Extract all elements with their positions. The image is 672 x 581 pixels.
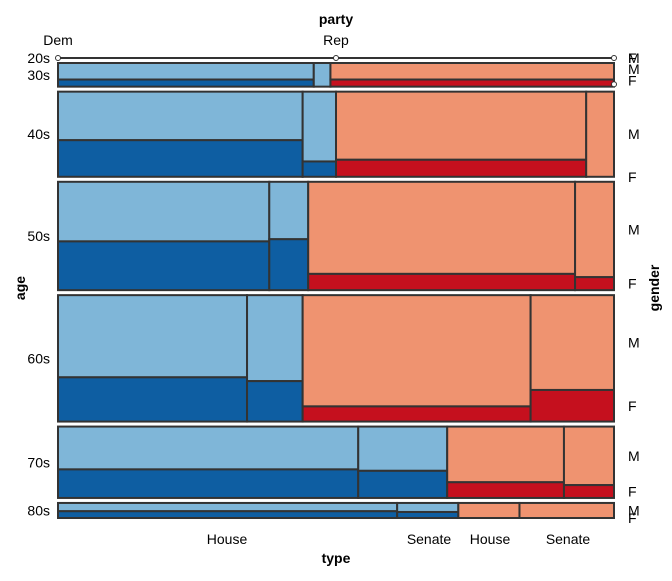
age-tick-70s: 70s <box>27 454 50 470</box>
axis-labels: party type age gender <box>12 11 662 566</box>
tile-40s-dem-house-m <box>57 90 304 142</box>
gender-axis-title: gender <box>646 264 662 311</box>
tile-80s-dem-senate-m <box>396 501 460 513</box>
tile-60s-dem-house-f <box>57 376 249 423</box>
tile-30s-rep-house-m <box>329 62 615 81</box>
tile-60s-rep-senate-m <box>529 294 615 391</box>
tile-50s-rep-senate-f <box>574 276 616 292</box>
party-tick-dem: Dem <box>43 32 73 48</box>
gender-tick-50s-m: M <box>628 221 640 237</box>
tile-50s-rep-house-m <box>307 180 577 275</box>
zero-marker <box>333 55 339 61</box>
tile-30s-rep-house-f <box>329 78 615 88</box>
type-axis-title: type <box>322 550 351 566</box>
tile-50s-rep-senate-m <box>574 180 616 279</box>
tile-30s-dem-house-f <box>57 78 315 88</box>
tile-60s-rep-house-f <box>301 405 532 423</box>
tile-70s-rep-senate-m <box>562 425 616 487</box>
tile-60s-dem-house-m <box>57 294 249 379</box>
tile-50s-dem-senate-m <box>268 180 310 241</box>
gender-tick-20s-m: M <box>628 50 640 66</box>
age-tick-20s: 20s <box>27 50 50 66</box>
party-tick-rep: Rep <box>323 32 349 48</box>
zero-markers <box>55 55 617 88</box>
tile-70s-rep-house-m <box>446 425 565 484</box>
gender-tick-60s-f: F <box>628 398 637 414</box>
gender-tick-20s-f: F <box>628 50 637 66</box>
tile-70s-dem-senate-m <box>357 425 449 472</box>
gender-tick-50s-f: F <box>628 276 637 292</box>
gender-tick-30s-f: F <box>628 73 637 89</box>
tile-80s-dem-senate-f <box>396 510 460 520</box>
gender-tick-60s-m: M <box>628 335 640 351</box>
zero-marker <box>55 55 61 61</box>
age-tick-40s: 40s <box>27 126 50 142</box>
tile-40s-rep-house-m <box>335 90 588 161</box>
tile-70s-dem-house-m <box>57 425 360 471</box>
type-tick-3: Senate <box>546 531 591 547</box>
tile-70s-dem-house-f <box>57 468 360 499</box>
tile-30s-dem-house-m <box>57 62 315 81</box>
zero-marker <box>611 55 617 61</box>
tile-50s-rep-house-f <box>307 272 577 292</box>
gender-tick-70s-f: F <box>628 484 637 500</box>
tile-60s-dem-senate-f <box>246 380 304 423</box>
tile-60s-rep-senate-f <box>529 388 615 423</box>
tile-40s-rep-house-f <box>335 158 588 178</box>
age-tick-50s: 50s <box>27 228 50 244</box>
tile-40s-dem-house-f <box>57 139 304 178</box>
type-tick-1: Senate <box>407 531 452 547</box>
gender-tick-40s-m: M <box>628 126 640 142</box>
tile-50s-dem-house-m <box>57 180 271 243</box>
type-tick-0: House <box>207 531 248 547</box>
gender-tick-80s-m: M <box>628 502 640 518</box>
tile-40s-rep-senate-m <box>585 90 616 178</box>
mosaic-tiles <box>57 57 616 520</box>
tile-40s-dem-senate-f <box>301 160 338 178</box>
zero-marker <box>611 81 617 88</box>
tile-30s-dem-senate-m <box>312 62 332 88</box>
tile-70s-dem-senate-f <box>357 469 449 499</box>
tile-40s-dem-senate-m <box>301 90 338 163</box>
tile-80s-rep-house-m <box>457 501 521 520</box>
tile-70s-rep-house-f <box>446 481 565 499</box>
type-tick-2: House <box>470 531 511 547</box>
age-tick-80s: 80s <box>27 502 50 518</box>
age-tick-30s: 30s <box>27 67 50 83</box>
party-axis-title: party <box>319 11 353 27</box>
tile-70s-rep-senate-f <box>562 484 616 499</box>
age-tick-60s: 60s <box>27 350 50 366</box>
tile-80s-dem-house-f <box>57 510 399 520</box>
tile-60s-rep-house-m <box>301 294 532 408</box>
gender-tick-80s-f: F <box>628 510 637 526</box>
tile-50s-dem-house-f <box>57 240 271 292</box>
tile-80s-rep-senate-m <box>518 501 615 520</box>
age-axis-title: age <box>12 276 28 300</box>
gender-tick-70s-m: M <box>628 448 640 464</box>
gender-tick-40s-f: F <box>628 169 637 185</box>
tile-50s-dem-senate-f <box>268 238 310 292</box>
tile-80s-dem-house-m <box>57 501 399 513</box>
gender-tick-30s-m: M <box>628 61 640 77</box>
tile-60s-dem-senate-m <box>246 294 304 383</box>
